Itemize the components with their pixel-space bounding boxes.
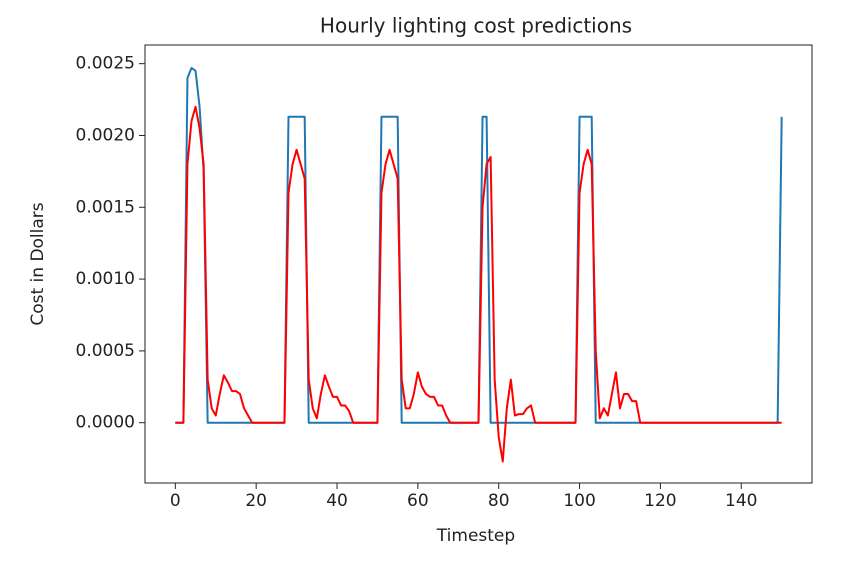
x-tick-label: 140: [725, 491, 757, 511]
y-tick-label: 0.0000: [76, 413, 135, 433]
x-tick-label: 60: [407, 491, 429, 511]
y-tick-label: 0.0025: [76, 54, 135, 74]
x-tick-label: 40: [326, 491, 348, 511]
y-tick-label: 0.0005: [76, 341, 135, 361]
x-tick-label: 80: [488, 491, 510, 511]
x-tick-label: 20: [245, 491, 267, 511]
plot-frame: [144, 44, 813, 484]
x-tick-label: 120: [644, 491, 676, 511]
x-tick-label: 0: [170, 491, 181, 511]
line-series: [175, 105, 782, 463]
x-tick-label: 100: [563, 491, 595, 511]
y-tick-label: 0.0020: [76, 125, 135, 145]
y-tick-label: 0.0015: [76, 197, 135, 217]
y-axis-label: Cost in Dollars: [28, 202, 48, 325]
y-tick-label: 0.0010: [76, 269, 135, 289]
x-axis-label: Timestep: [436, 526, 515, 546]
chart-title: Hourly lighting cost predictions: [320, 14, 632, 38]
